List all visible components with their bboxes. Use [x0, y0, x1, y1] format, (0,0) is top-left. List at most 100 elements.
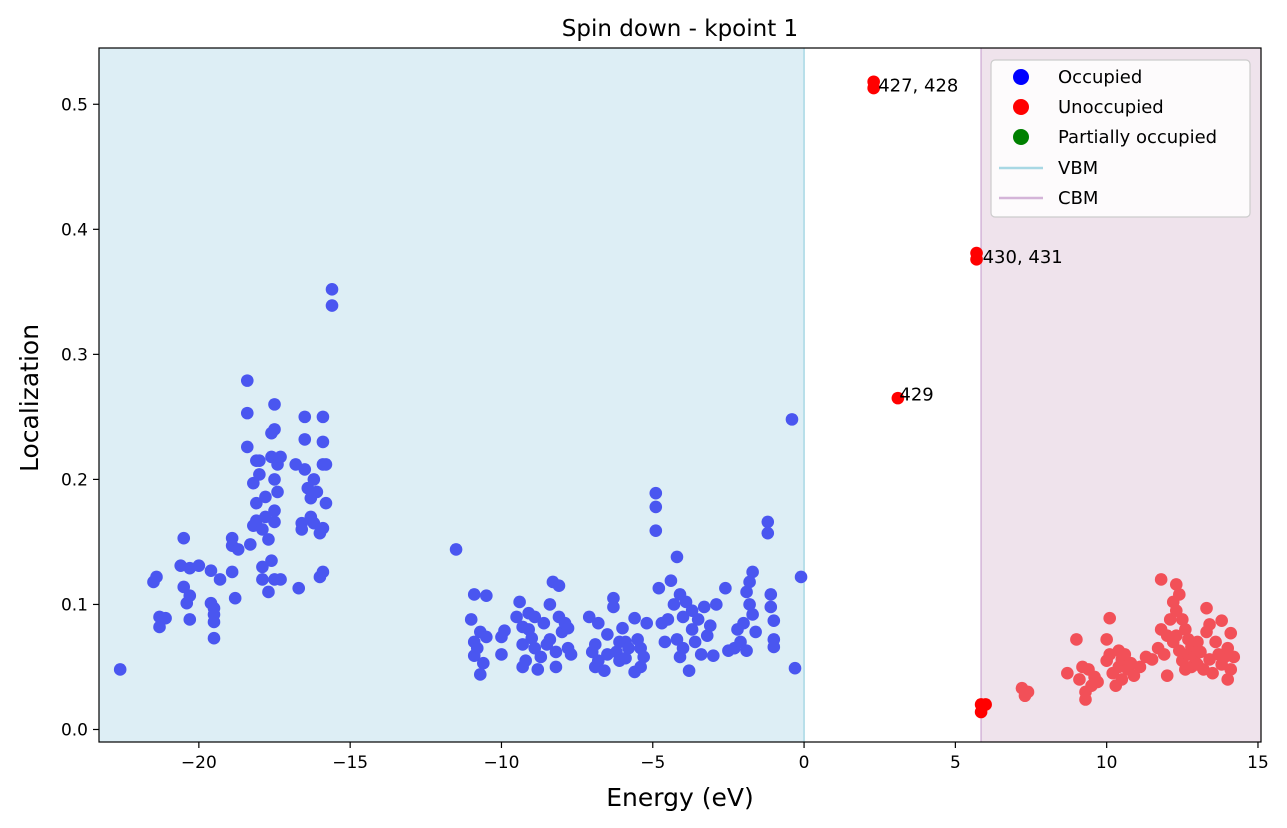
data-point — [1163, 613, 1177, 626]
data-point — [543, 633, 557, 646]
data-point — [764, 600, 778, 614]
x-tick-label: 0 — [799, 753, 810, 773]
data-point — [682, 664, 696, 678]
legend-marker-partially-occupied — [1013, 129, 1029, 145]
data-point — [316, 521, 330, 535]
data-point — [310, 485, 324, 499]
data-point — [1206, 666, 1219, 680]
data-point — [295, 523, 309, 536]
data-point — [470, 641, 484, 655]
data-point — [1061, 666, 1074, 680]
data-point — [1079, 693, 1092, 706]
data-point — [1203, 618, 1216, 631]
data-point — [480, 630, 493, 644]
data-point — [1224, 626, 1238, 640]
chart-title: Spin down - kpoint 1 — [562, 16, 798, 42]
data-point — [1169, 578, 1183, 591]
data-point — [464, 613, 478, 626]
data-point — [767, 640, 781, 654]
data-point — [183, 613, 197, 626]
data-point — [528, 641, 542, 655]
data-point — [247, 476, 260, 490]
data-point — [325, 299, 339, 312]
data-point — [513, 595, 526, 609]
data-point — [743, 598, 756, 611]
legend-box — [990, 59, 1251, 218]
data-point — [183, 589, 197, 602]
data-point — [274, 450, 287, 464]
data-point — [1154, 573, 1168, 586]
y-tick-label: 0.1 — [61, 595, 88, 615]
data-point — [1200, 601, 1213, 615]
data-point — [298, 433, 312, 446]
legend-label-cbm: CBM — [1058, 188, 1098, 209]
data-point — [746, 608, 759, 621]
data-point — [761, 526, 775, 540]
data-point — [153, 620, 166, 634]
data-point — [207, 631, 221, 645]
data-point — [231, 543, 245, 556]
annotation-layer: 427, 428 430, 431 429 — [878, 76, 1063, 406]
data-point — [616, 621, 629, 635]
legend-label-occupied: Occupied — [1058, 67, 1142, 88]
data-point — [1133, 660, 1147, 674]
data-point — [537, 616, 551, 630]
data-point — [649, 500, 663, 514]
data-point — [1070, 633, 1083, 646]
data-point — [480, 589, 493, 602]
y-tick-label: 0.3 — [61, 345, 88, 365]
data-point — [634, 660, 647, 674]
data-point — [697, 600, 711, 614]
x-tick-label: −20 — [181, 753, 217, 773]
data-point — [1191, 635, 1204, 649]
data-point — [449, 543, 463, 556]
data-point — [970, 253, 983, 266]
data-point — [525, 631, 539, 645]
data-point — [256, 523, 269, 536]
point-annotation: 430, 431 — [983, 247, 1063, 268]
data-point — [1100, 633, 1113, 646]
data-point — [601, 628, 614, 641]
data-point — [256, 573, 269, 586]
data-point — [1227, 650, 1241, 664]
data-point — [268, 504, 281, 517]
data-point — [652, 581, 666, 595]
data-point — [691, 613, 705, 626]
y-tick-label: 0.4 — [61, 220, 88, 240]
data-point — [764, 588, 778, 601]
data-point — [1118, 648, 1132, 661]
data-point — [316, 410, 330, 424]
data-point — [1169, 629, 1183, 643]
data-point — [316, 435, 330, 449]
data-point — [767, 614, 781, 628]
data-point — [867, 81, 880, 95]
data-point — [664, 574, 678, 587]
data-point — [268, 473, 281, 486]
data-point — [549, 645, 563, 659]
data-point — [761, 515, 775, 529]
data-point — [528, 610, 542, 624]
data-point — [564, 648, 578, 661]
data-point — [253, 468, 266, 481]
legend-label-unoccupied: Unoccupied — [1058, 97, 1164, 118]
data-point — [658, 635, 672, 649]
data-point — [244, 538, 257, 551]
y-tick-label: 0.0 — [61, 720, 88, 740]
data-point — [228, 591, 242, 605]
data-point — [253, 454, 266, 467]
data-point — [207, 615, 221, 629]
data-point — [240, 406, 254, 420]
data-point — [591, 654, 605, 668]
x-axis-label: Energy (eV) — [606, 783, 753, 812]
x-tick-label: 5 — [950, 753, 961, 773]
data-point — [1194, 645, 1207, 659]
point-annotation: 427, 428 — [878, 76, 958, 97]
plot-frame — [98, 47, 1262, 743]
data-point — [319, 458, 333, 471]
data-point — [706, 649, 720, 663]
data-point — [1073, 673, 1086, 686]
legend-label-vbm: VBM — [1058, 158, 1098, 179]
legend: Occupied Unoccupied Partially occupied V… — [990, 59, 1251, 218]
data-point — [1172, 588, 1186, 601]
data-point — [1115, 673, 1129, 686]
